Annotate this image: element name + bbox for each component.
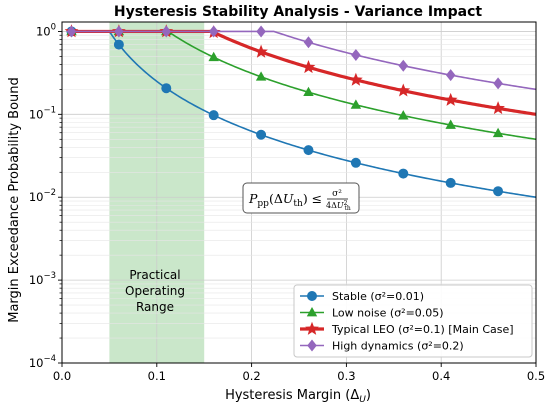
- series-2-point-7: [396, 83, 411, 97]
- formula-arg-close: ) ≤: [303, 191, 322, 206]
- series-3-point-7: [398, 59, 409, 72]
- series-1-point-4: [255, 71, 267, 81]
- series-3-point-0: [66, 25, 77, 38]
- series-3-point-3: [208, 25, 219, 38]
- series-2-point-9: [491, 101, 505, 115]
- legend-entry-0: Stable (σ²=0.01): [300, 290, 424, 303]
- formula-pp: pp: [257, 199, 269, 209]
- y-tick-label-base-1: 10: [29, 107, 44, 121]
- legend: Stable (σ²=0.01) Low noise (σ²=0.05) Typic…: [293, 284, 533, 358]
- series-3-point-5: [303, 36, 314, 49]
- y-tick-label-exp-4: −4: [43, 354, 56, 364]
- series-0-point-2: [161, 83, 172, 94]
- x-tick-label-5: 0.5: [527, 369, 545, 383]
- series-2-point-8: [443, 92, 458, 106]
- formula-th: th: [293, 199, 303, 209]
- series-1-point-6: [350, 99, 362, 109]
- series-1-point-8: [445, 119, 456, 129]
- legend-entry-3: High dynamics (σ²=0.2): [300, 339, 464, 353]
- series-2-point-5: [301, 60, 316, 74]
- legend-entry-1: Low noise (σ²=0.05): [300, 307, 444, 320]
- series-0-point-5: [303, 145, 314, 156]
- series-1-point-7: [398, 110, 409, 120]
- operating-range-label-line-3: Range: [136, 300, 174, 314]
- y-tick-label-base-3: 10: [29, 273, 44, 287]
- y-tick-label-exp-1: −1: [43, 105, 56, 115]
- axes-frame: [61, 21, 537, 364]
- legend-box: [293, 284, 533, 358]
- series-0-point-6: [350, 157, 361, 168]
- series-0-point-3: [208, 110, 219, 121]
- formula-den-sub: th: [344, 205, 350, 212]
- x-axis-label-end: ): [366, 388, 371, 403]
- series-3-point-4: [256, 25, 266, 38]
- x-tick-label-3: 0.3: [337, 369, 355, 383]
- series-1-point-5: [303, 86, 314, 97]
- y-tick-label-0: 100: [36, 22, 56, 38]
- x-axis-label: Hysteresis Margin (ΔU): [225, 388, 371, 405]
- svg-text:Ppp(ΔUth) ≤: Ppp(ΔUth) ≤: [248, 191, 322, 209]
- series-1-point-9: [492, 127, 504, 138]
- legend-marker-2: [305, 321, 319, 335]
- series-3-point-1: [114, 25, 124, 38]
- legend-marker-1: [306, 307, 318, 317]
- formula-den-a: 4Δ: [326, 201, 337, 210]
- formula-u: U: [283, 191, 294, 206]
- y-tick-label-3: 10−3: [29, 271, 56, 287]
- formula-den-b: U: [337, 201, 344, 210]
- formula-box: [242, 182, 360, 214]
- formula-p: P: [248, 191, 258, 206]
- series-3-point-2: [161, 25, 172, 38]
- operating-range-label: Practical Operating Range: [125, 268, 185, 314]
- legend-label-2: Typical LEO (σ²=0.1) [Main Case]: [331, 323, 514, 336]
- x-tick-label-2: 0.2: [242, 369, 260, 383]
- formula-den-sup: 2: [344, 200, 348, 207]
- legend-label-0: Stable (σ²=0.01): [332, 290, 424, 303]
- series-2-point-4: [254, 44, 268, 58]
- legend-marker-3: [307, 339, 317, 352]
- series-0-point-9: [493, 186, 504, 197]
- y-tick-label-1: 10−1: [29, 105, 56, 121]
- legend-entry-2: Typical LEO (σ²=0.1) [Main Case]: [300, 321, 514, 336]
- legend-label-3: High dynamics (σ²=0.2): [332, 340, 464, 353]
- series-layer: [64, 24, 537, 199]
- y-tick-label-exp-2: −2: [43, 188, 56, 198]
- y-tick-label-4: 10−4: [29, 354, 56, 370]
- series-3-point-9: [493, 77, 503, 90]
- x-axis-label-main: Hysteresis Margin (Δ: [225, 388, 359, 403]
- series-3-line: [71, 30, 537, 91]
- y-tick-label-base-0: 10: [36, 24, 51, 38]
- formula-annotation: Ppp(ΔUth) ≤ σ² 4ΔU2 th: [242, 182, 360, 214]
- series-3-point-8: [445, 69, 456, 82]
- series-1-point-3: [208, 51, 219, 62]
- legend-marker-0: [306, 290, 317, 301]
- chart-title: Hysteresis Stability Analysis - Variance…: [114, 4, 482, 20]
- y-axis-label: Margin Exceedance Probability Bound: [7, 77, 22, 323]
- series-0-point-7: [398, 168, 409, 179]
- series-0-point-8: [445, 177, 456, 188]
- x-tick-label-1: 0.1: [148, 369, 166, 383]
- y-tick-label-2: 10−2: [29, 188, 56, 204]
- series-3: [66, 25, 537, 91]
- formula-arg-open: (Δ: [269, 191, 283, 206]
- operating-range-label-line-1: Practical: [129, 268, 180, 282]
- x-tick-label-4: 0.4: [432, 369, 450, 383]
- formula-numerator: σ²: [332, 189, 342, 199]
- x-tick-label-0: 0.0: [53, 369, 71, 383]
- series-3-point-6: [351, 48, 361, 61]
- y-tick-label-exp-0: 0: [51, 22, 56, 32]
- operating-range-label-line-2: Operating: [125, 284, 185, 298]
- x-axis-label-sub: U: [359, 395, 366, 405]
- y-tick-label-base-4: 10: [29, 356, 44, 370]
- legend-label-1: Low noise (σ²=0.05): [332, 307, 444, 320]
- series-0-point-4: [256, 129, 267, 140]
- series-2-point-6: [349, 72, 363, 86]
- series-0-point-1: [113, 39, 124, 50]
- y-tick-label-base-2: 10: [29, 190, 44, 204]
- y-tick-label-exp-3: −3: [43, 271, 56, 281]
